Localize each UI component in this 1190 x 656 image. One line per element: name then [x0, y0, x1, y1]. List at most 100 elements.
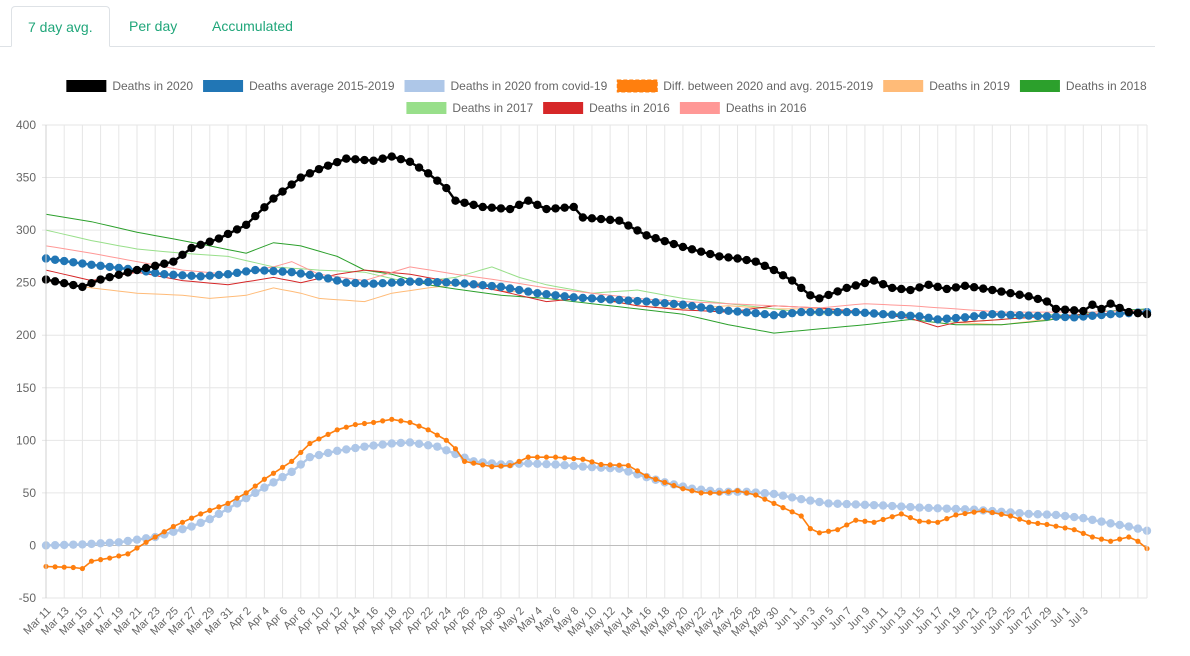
data-point — [780, 505, 786, 511]
x-tick-label: Jul 3 — [1066, 605, 1091, 630]
data-point — [933, 315, 942, 324]
data-point — [825, 528, 832, 534]
data-point — [223, 504, 233, 513]
data-point — [342, 445, 351, 454]
data-point — [396, 277, 406, 287]
legend-swatch — [66, 80, 107, 92]
data-point — [314, 164, 324, 174]
data-point — [214, 509, 224, 519]
data-point — [1106, 310, 1115, 319]
legend-swatch — [404, 80, 445, 92]
data-point — [962, 510, 968, 517]
legend-item: Deaths average 2015-2019 — [203, 79, 395, 93]
data-point — [888, 283, 897, 293]
data-point — [396, 438, 406, 448]
data-point — [433, 176, 442, 185]
data-point — [1098, 536, 1105, 542]
data-point — [687, 301, 697, 311]
data-point — [389, 416, 395, 422]
data-point — [261, 476, 267, 482]
data-point — [534, 454, 540, 460]
data-point — [125, 551, 131, 557]
data-point — [132, 265, 142, 275]
data-point — [451, 196, 460, 205]
data-point — [762, 496, 768, 502]
data-point — [806, 496, 815, 505]
data-point — [687, 245, 697, 254]
data-point — [1024, 509, 1033, 519]
tab-per-day[interactable]: Per day — [129, 18, 178, 34]
data-point — [232, 225, 242, 234]
data-point — [460, 279, 469, 288]
data-point — [70, 564, 76, 571]
data-point — [260, 203, 269, 212]
data-point — [433, 442, 442, 451]
legend-item: Deaths in 2016 — [679, 101, 807, 115]
data-point — [378, 440, 387, 449]
data-point — [942, 314, 952, 323]
data-point — [997, 287, 1006, 296]
data-point — [207, 507, 213, 514]
data-point — [88, 558, 95, 564]
data-point — [824, 290, 833, 300]
data-point — [587, 214, 597, 223]
data-point — [960, 505, 970, 514]
data-point — [753, 492, 759, 498]
data-point — [1097, 310, 1106, 320]
data-point — [778, 310, 788, 319]
data-point — [1070, 512, 1079, 522]
data-point — [789, 509, 795, 515]
data-point — [351, 155, 360, 164]
data-point — [132, 535, 142, 544]
data-point — [569, 293, 578, 302]
data-point — [323, 161, 333, 170]
data-point — [625, 462, 631, 469]
data-point — [398, 418, 404, 424]
legend-item: Deaths in 2018 — [1019, 79, 1147, 93]
data-point — [442, 183, 451, 193]
legend-label: Diff. between 2020 and avg. 2015-2019 — [663, 79, 873, 93]
data-point — [241, 267, 251, 276]
data-point — [933, 282, 942, 292]
data-point — [605, 215, 615, 225]
data-point — [314, 450, 324, 460]
data-point — [569, 202, 578, 212]
data-point — [824, 307, 833, 317]
data-point — [669, 239, 679, 249]
data-point — [1024, 311, 1033, 320]
data-point — [179, 519, 186, 525]
data-point — [505, 204, 515, 214]
tab-accumulated[interactable]: Accumulated — [212, 18, 293, 34]
data-point — [906, 502, 915, 512]
data-point — [842, 307, 851, 317]
data-point — [169, 257, 178, 266]
data-point — [69, 258, 78, 267]
tab-7-day-avg[interactable]: 7 day avg. — [11, 6, 110, 47]
data-point — [624, 296, 633, 305]
data-point — [878, 310, 888, 319]
data-point — [96, 261, 105, 271]
data-point — [196, 518, 205, 528]
data-point — [478, 202, 487, 212]
data-point — [1133, 308, 1143, 318]
data-point — [114, 270, 123, 279]
data-point — [69, 280, 78, 290]
data-point — [50, 255, 60, 264]
data-point — [669, 299, 679, 309]
data-point — [769, 489, 779, 499]
data-point — [360, 442, 369, 451]
data-point — [689, 488, 695, 494]
data-point — [915, 503, 924, 512]
data-point — [223, 270, 233, 279]
data-point — [305, 270, 315, 280]
data-point — [287, 180, 296, 189]
data-point — [87, 260, 96, 269]
data-point — [178, 250, 187, 260]
data-point — [105, 272, 114, 282]
y-tick-label: 400 — [16, 118, 36, 132]
data-point — [769, 311, 779, 320]
data-point — [243, 490, 249, 496]
data-point — [569, 461, 578, 471]
data-point — [478, 280, 487, 290]
